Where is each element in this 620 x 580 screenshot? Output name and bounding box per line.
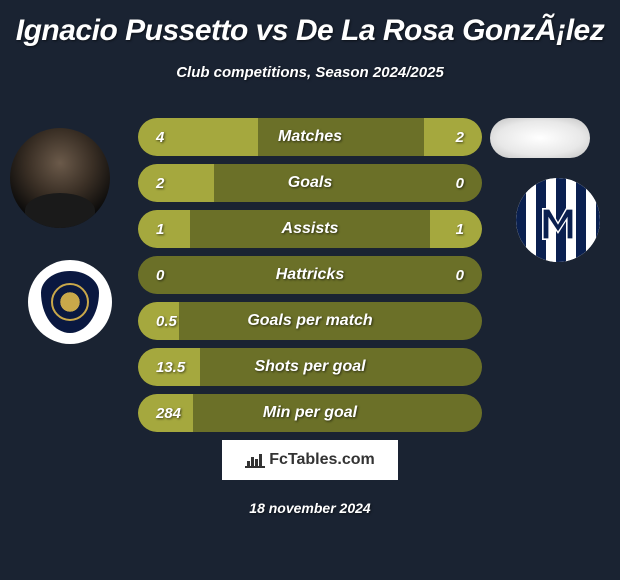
comparison-subtitle: Club competitions, Season 2024/2025 [0, 64, 620, 81]
stats-container: 4 Matches 2 2 Goals 0 1 Assists 1 0 Hatt… [138, 118, 482, 440]
stat-row: 284 Min per goal [138, 394, 482, 432]
stat-row: 0.5 Goals per match [138, 302, 482, 340]
stat-row: 0 Hattricks 0 [138, 256, 482, 294]
player-right-club-badge [516, 178, 600, 262]
stat-label: Shots per goal [138, 358, 482, 376]
comparison-title: Ignacio Pussetto vs De La Rosa GonzÃ¡lez [0, 0, 620, 48]
stat-row: 1 Assists 1 [138, 210, 482, 248]
player-left-club-badge [28, 260, 112, 344]
stat-row: 13.5 Shots per goal [138, 348, 482, 386]
stat-right-value: 1 [424, 221, 464, 238]
stat-label: Min per goal [138, 404, 482, 422]
stat-right-value: 0 [424, 175, 464, 192]
stat-right-value: 2 [424, 129, 464, 146]
stat-row: 4 Matches 2 [138, 118, 482, 156]
stat-row: 2 Goals 0 [138, 164, 482, 202]
footer-date: 18 november 2024 [0, 500, 620, 516]
player-left-avatar [10, 128, 110, 228]
brand-chart-icon [245, 452, 265, 468]
stat-label: Goals per match [138, 312, 482, 330]
stat-right-value: 0 [424, 267, 464, 284]
player-right-avatar [490, 118, 590, 158]
brand-text: FcTables.com [269, 451, 375, 469]
brand-badge[interactable]: FcTables.com [222, 440, 398, 480]
